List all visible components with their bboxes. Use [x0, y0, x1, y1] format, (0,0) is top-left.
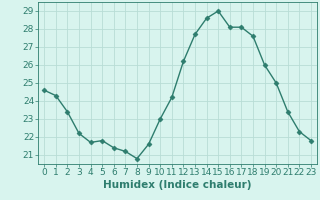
- X-axis label: Humidex (Indice chaleur): Humidex (Indice chaleur): [103, 180, 252, 190]
